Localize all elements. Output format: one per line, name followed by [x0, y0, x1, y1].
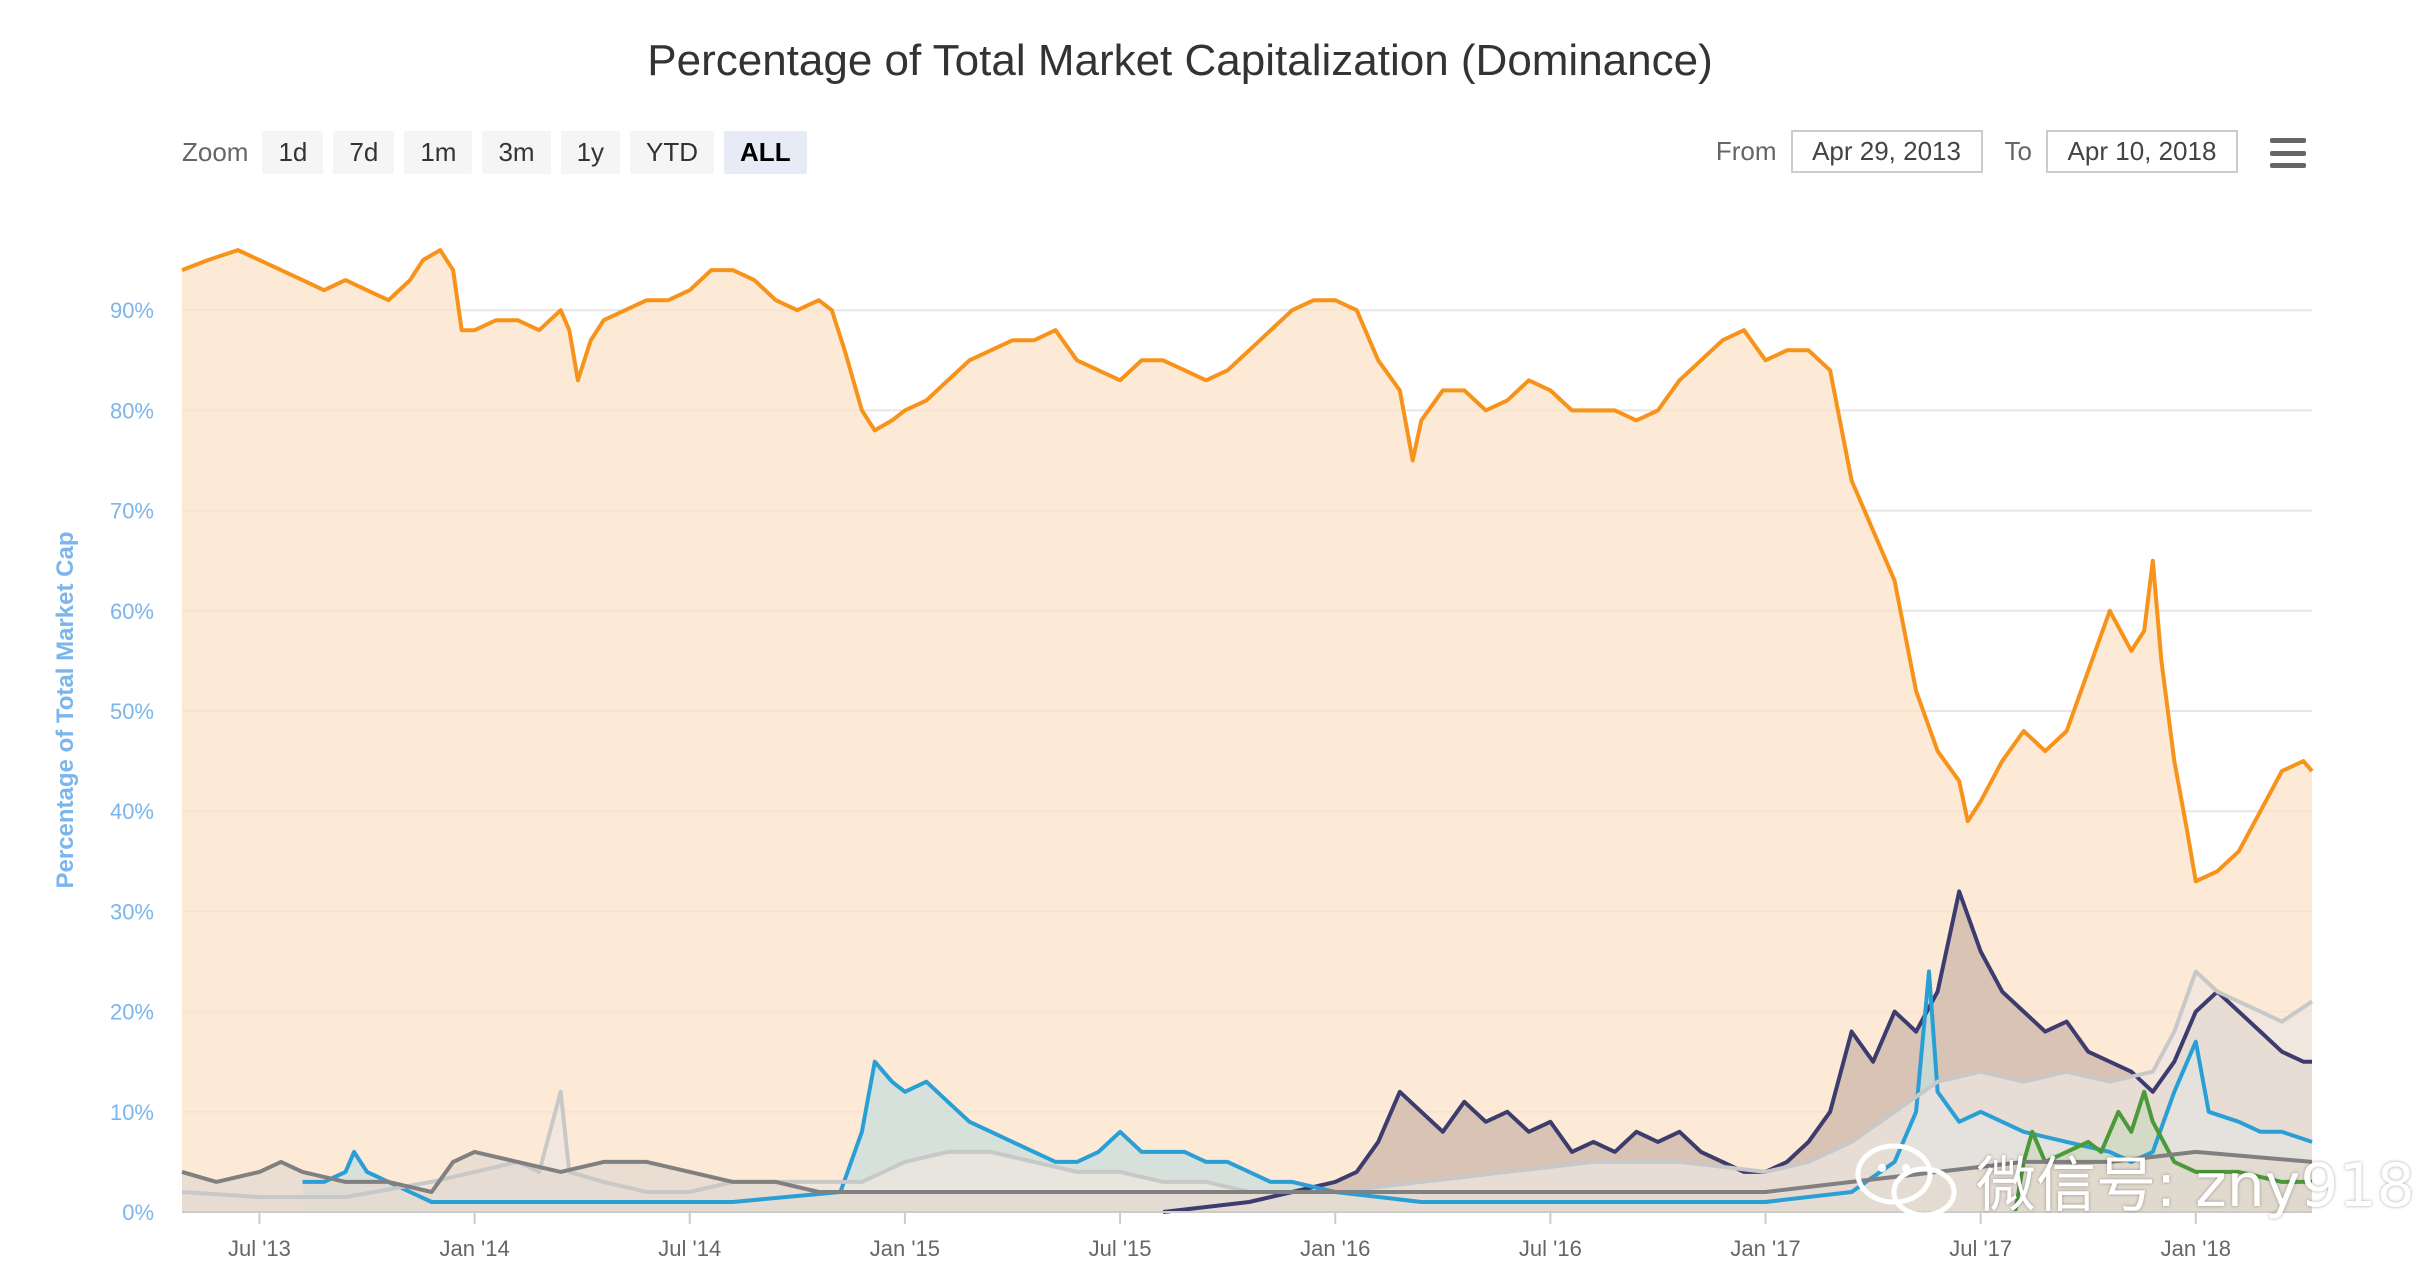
- x-axis-ticks: Jul '13 Jan '14 Jul '14 Jan '15 Jul '15 Jan '…: [182, 1211, 2312, 1261]
- from-date-input[interactable]: Apr 29, 2013: [1790, 129, 1983, 173]
- date-range-selector: From Apr 29, 2013 To Apr 10, 2018: [1716, 128, 2238, 174]
- from-label: From: [1715, 135, 1777, 166]
- x-tick-label: Jul '15: [1089, 1236, 1152, 1261]
- x-tick-label: Jul '17: [1949, 1236, 2012, 1261]
- zoom-button-3m[interactable]: 3m: [482, 130, 551, 174]
- series-areas: [182, 250, 2312, 1213]
- watermark: 微信号: zny918: [1852, 1140, 2415, 1221]
- x-tick-label: Jan '16: [1300, 1236, 1370, 1261]
- y-axis-ticks: 0% 10% 20% 30% 40% 50% 60% 70% 80% 90%: [110, 298, 154, 1225]
- to-date-input[interactable]: Apr 10, 2018: [2046, 129, 2238, 173]
- x-tick-label: Jul '14: [658, 1236, 721, 1261]
- series-lines: [181, 248, 2314, 1214]
- watermark-text: 微信号: zny918: [1976, 1150, 2415, 1221]
- bitcoin-cash-line[interactable]: [2013, 1089, 2312, 1213]
- others-line[interactable]: [181, 1149, 2313, 1194]
- y-tick-label: 0%: [122, 1200, 154, 1225]
- y-tick-label: 50%: [110, 699, 154, 724]
- y-tick-label: 10%: [110, 1100, 154, 1125]
- x-tick-label: Jan '17: [1730, 1236, 1800, 1261]
- x-tick-label: Jul '13: [228, 1236, 291, 1261]
- zoom-button-7d[interactable]: 7d: [333, 130, 395, 174]
- zoom-button-ytd[interactable]: YTD: [630, 130, 715, 174]
- zoom-button-1d[interactable]: 1d: [262, 130, 324, 174]
- y-tick-label: 80%: [110, 398, 154, 423]
- zoom-label: Zoom: [182, 136, 249, 167]
- y-tick-label: 20%: [110, 1000, 154, 1025]
- x-tick-label: Jan '14: [439, 1236, 509, 1261]
- y-tick-label: 90%: [110, 298, 154, 323]
- zoom-button-1m[interactable]: 1m: [404, 130, 473, 174]
- bitcoin-line[interactable]: [181, 248, 2314, 884]
- x-tick-label: Jan '18: [2161, 1236, 2231, 1261]
- hamburger-menu-icon[interactable]: [2270, 138, 2306, 168]
- others-area: [182, 1151, 2312, 1212]
- y-tick-label: 40%: [110, 799, 154, 824]
- y-tick-label: 70%: [110, 499, 154, 524]
- chart-title: Percentage of Total Market Capitalizatio…: [647, 36, 1713, 85]
- zoom-bar: Zoom 1d 7d 1m 3m 1y YTD ALL: [182, 130, 807, 174]
- x-tick-label: Jul '16: [1519, 1236, 1582, 1261]
- bitcoin-area: [182, 250, 2312, 1213]
- y-tick-label: 30%: [110, 899, 154, 924]
- to-label: To: [2004, 135, 2032, 166]
- wechat-icon: [1855, 1143, 1957, 1218]
- zoom-button-1y[interactable]: 1y: [560, 130, 621, 174]
- ethereum-line[interactable]: [1162, 889, 2312, 1214]
- litecoin-line[interactable]: [181, 969, 2314, 1199]
- x-tick-label: Jan '15: [870, 1236, 940, 1261]
- y-tick-label: 60%: [110, 599, 154, 624]
- zoom-button-all[interactable]: ALL: [724, 130, 807, 174]
